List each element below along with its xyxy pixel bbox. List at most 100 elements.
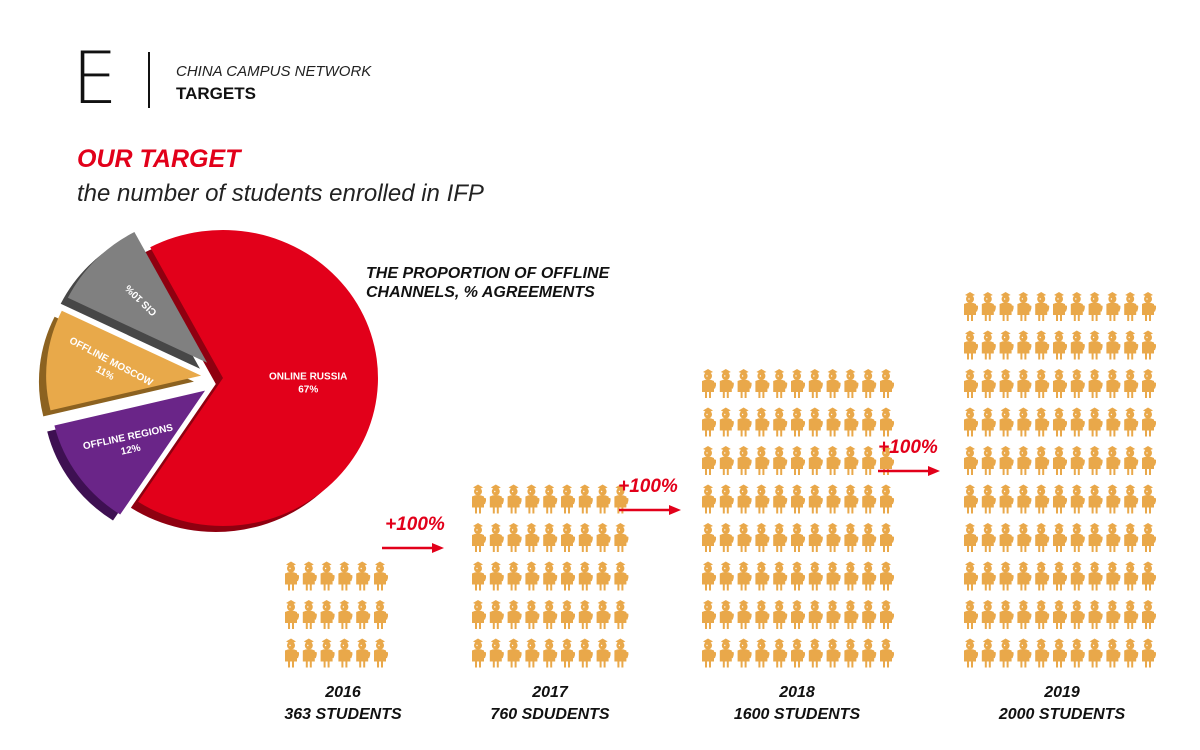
student-icon <box>1088 600 1103 629</box>
student-icon <box>999 292 1014 321</box>
student-icon <box>791 600 805 629</box>
student-icon <box>596 561 611 591</box>
student-icon <box>755 523 770 552</box>
arrow-head <box>669 505 681 515</box>
student-icon <box>964 561 978 591</box>
student-icon <box>472 523 486 552</box>
student-icon <box>1035 407 1050 437</box>
student-icon <box>507 600 522 629</box>
student-icon <box>999 523 1014 552</box>
student-icon <box>1053 523 1067 552</box>
student-icon <box>791 484 805 514</box>
student-icon <box>1070 561 1085 591</box>
student-icon <box>1124 446 1139 475</box>
student-icon <box>1070 638 1085 668</box>
student-icon <box>338 600 353 629</box>
student-icon <box>1142 446 1156 475</box>
student-icon <box>1088 523 1103 552</box>
student-icon <box>880 407 894 437</box>
pie-slice-face <box>67 232 208 363</box>
student-icon <box>719 446 734 475</box>
student-icon <box>1053 407 1067 437</box>
student-icon <box>1053 446 1067 475</box>
student-icon <box>999 561 1014 591</box>
pie-title-line-1: THE PROPORTION OF OFFLINE <box>366 265 610 282</box>
student-icon <box>614 638 629 668</box>
student-icon <box>1106 446 1121 475</box>
student-icon <box>844 523 859 552</box>
student-icon <box>826 638 841 668</box>
pie-slice-face <box>54 390 206 515</box>
bar-2019 <box>964 292 1156 668</box>
growth-arrow-2: +100% <box>618 476 681 515</box>
student-icon <box>1035 369 1050 398</box>
student-icon <box>862 561 877 591</box>
student-icon <box>737 369 752 398</box>
student-icon <box>702 600 716 629</box>
student-icon <box>1053 369 1067 398</box>
student-icon <box>791 561 805 591</box>
student-icon <box>596 523 611 552</box>
student-icon <box>773 407 788 437</box>
student-icon <box>702 561 716 591</box>
student-icon <box>862 638 877 668</box>
student-icon <box>826 523 841 552</box>
student-icon <box>507 484 522 514</box>
section-title: TARGETS <box>176 84 256 103</box>
student-icon <box>1017 523 1032 552</box>
student-icon <box>719 561 734 591</box>
student-icon <box>1017 561 1032 591</box>
student-icon <box>755 638 770 668</box>
student-icon <box>773 484 788 514</box>
student-icon <box>862 484 877 514</box>
student-icon <box>1017 407 1032 437</box>
student-icon <box>880 369 894 398</box>
student-icon <box>844 407 859 437</box>
student-icon <box>374 638 388 668</box>
student-icon <box>1035 600 1050 629</box>
student-icon <box>791 407 805 437</box>
student-icon <box>374 561 388 591</box>
student-icon <box>844 484 859 514</box>
student-icon <box>1106 330 1121 360</box>
student-icon <box>525 561 540 591</box>
student-icon <box>791 523 805 552</box>
student-icon <box>1035 561 1050 591</box>
student-icon <box>1035 446 1050 475</box>
student-icon <box>719 407 734 437</box>
student-icon <box>981 561 996 591</box>
student-icon <box>880 484 894 514</box>
bar-year-label: 2018 <box>778 684 815 701</box>
student-icon <box>981 523 996 552</box>
student-icon <box>596 484 611 514</box>
student-icon <box>755 369 770 398</box>
student-icon <box>596 600 611 629</box>
student-icon <box>862 600 877 629</box>
student-icon <box>964 600 978 629</box>
student-icon <box>1035 484 1050 514</box>
student-icon <box>472 484 486 514</box>
student-icon <box>1035 292 1050 321</box>
student-icon <box>844 446 859 475</box>
student-icon <box>1053 484 1067 514</box>
student-icon <box>773 600 788 629</box>
student-icon <box>578 600 593 629</box>
student-icon <box>981 369 996 398</box>
student-icon <box>1088 561 1103 591</box>
student-icon <box>1106 484 1121 514</box>
student-icon <box>808 523 823 552</box>
student-icon <box>525 523 540 552</box>
student-icon <box>719 369 734 398</box>
student-icon <box>1053 600 1067 629</box>
student-icon <box>702 638 716 668</box>
student-icon <box>719 600 734 629</box>
student-icon <box>964 292 978 321</box>
student-icon <box>1017 369 1032 398</box>
student-icon <box>1142 484 1156 514</box>
student-icon <box>1124 600 1139 629</box>
bar-value-label: 1600 STUDENTS <box>734 706 861 723</box>
student-icon <box>826 407 841 437</box>
student-icon <box>1017 330 1032 360</box>
